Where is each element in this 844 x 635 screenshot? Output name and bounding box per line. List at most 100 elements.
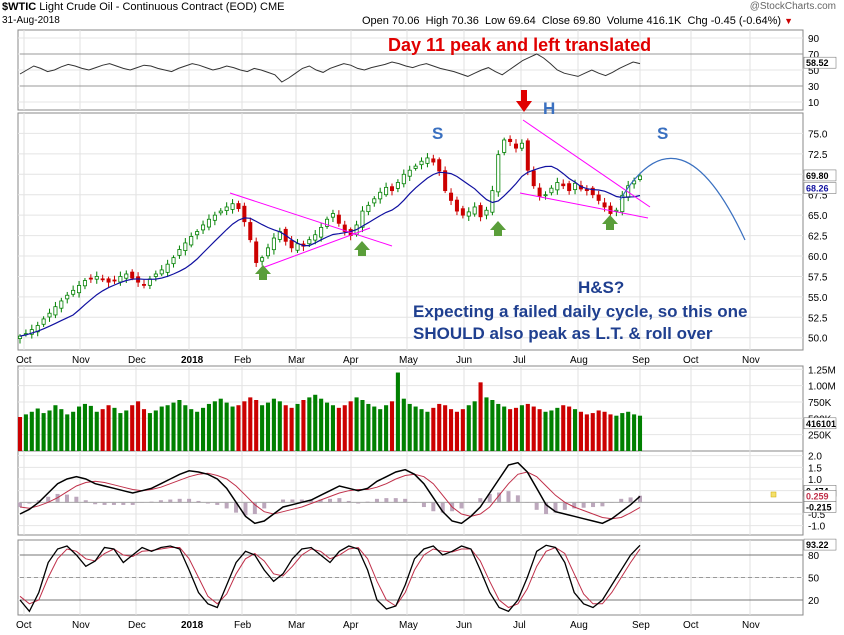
candle-body xyxy=(531,170,536,187)
y-tick-label: 57.5 xyxy=(808,272,828,283)
candle-body xyxy=(82,280,87,287)
volume-bar xyxy=(543,411,548,451)
volume-bar xyxy=(378,409,383,451)
macd-histogram-bar xyxy=(440,502,445,513)
volume-bar xyxy=(490,400,495,451)
volume-bar xyxy=(573,409,578,451)
macd-histogram-bar xyxy=(252,502,257,515)
macd-value-2: -0.215 xyxy=(806,502,832,512)
macd-histogram-bar xyxy=(459,502,464,509)
rsi-last-value-box xyxy=(803,56,837,69)
candle-body xyxy=(260,257,265,262)
y-tick-label: 65.0 xyxy=(808,211,828,222)
candle-body xyxy=(159,269,164,275)
candle-body xyxy=(248,222,253,241)
volume-bar xyxy=(596,410,601,451)
x-tick-label-top: Jul xyxy=(513,355,526,366)
volume-bar xyxy=(407,403,412,451)
exchange: CME xyxy=(260,1,285,13)
x-tick-label-bottom: Feb xyxy=(234,620,252,631)
volume-bar xyxy=(77,406,82,451)
macd-histogram-bar xyxy=(121,502,126,505)
y-tick-label: 10 xyxy=(808,98,820,109)
macd-histogram-bar xyxy=(628,497,633,503)
volume-bar xyxy=(242,401,247,451)
candle-body xyxy=(35,325,40,333)
volume-bar xyxy=(401,398,406,451)
macd-histogram-bar xyxy=(591,502,596,508)
volume-bar xyxy=(224,402,229,451)
macd-histogram-bar xyxy=(534,502,539,510)
volume-bar xyxy=(384,405,389,451)
candle-body xyxy=(313,234,318,241)
volume-bar xyxy=(484,397,489,451)
volume-bar xyxy=(472,401,477,451)
annotation-right-shoulder: S xyxy=(657,124,669,143)
candle-body xyxy=(608,205,613,214)
volume-bar xyxy=(555,407,560,451)
volume-bar xyxy=(372,406,377,451)
x-tick-label-bottom: Dec xyxy=(128,620,146,631)
volume-bar xyxy=(141,409,147,451)
volume-bar xyxy=(254,400,259,451)
volume-bar xyxy=(608,414,613,451)
watermark: @StockCharts.com xyxy=(749,1,836,12)
volume-bar xyxy=(425,411,430,451)
volume-bar xyxy=(248,397,253,451)
volume-bar xyxy=(65,414,70,451)
high-label: High xyxy=(425,15,449,27)
volume-bar xyxy=(47,410,52,451)
volume-bar xyxy=(620,413,625,451)
x-tick-label-bottom: Aug xyxy=(570,620,588,631)
macd-histogram-bar xyxy=(102,502,107,505)
x-tick-label-bottom: Jun xyxy=(456,620,472,631)
volume-bar xyxy=(230,406,235,451)
x-tick-label-bottom: Jul xyxy=(513,620,526,631)
candle-body xyxy=(153,273,158,277)
trendline xyxy=(229,192,393,247)
volume-bar xyxy=(295,403,300,451)
chg-value: -0.45 (-0.64%) xyxy=(710,15,782,27)
projection-curve xyxy=(619,157,746,241)
volume-bar xyxy=(431,407,436,451)
candle-body xyxy=(555,182,560,191)
y-tick-label: 75.0 xyxy=(808,129,828,140)
volume-bar xyxy=(330,405,335,451)
candle-body xyxy=(47,312,52,318)
candle-body xyxy=(590,187,595,196)
volume-bar xyxy=(348,401,353,451)
candle-body xyxy=(271,237,276,251)
volume-bar xyxy=(71,411,76,451)
open-value: 70.06 xyxy=(391,15,420,27)
volume-bar xyxy=(218,398,223,451)
volume-bar xyxy=(41,413,46,451)
macd-histogram-bar xyxy=(281,499,286,503)
macd-histogram-bar xyxy=(328,498,332,503)
macd-histogram-bar xyxy=(224,502,229,509)
macd-histogram-bar xyxy=(515,495,520,503)
volume-bar xyxy=(153,410,158,451)
x-tick-label-bottom: Apr xyxy=(343,620,359,631)
volume-bar xyxy=(466,405,471,451)
annotation-head: H xyxy=(543,99,556,118)
rsi-last-value: 58.52 xyxy=(806,58,829,68)
volume-bar xyxy=(88,405,93,451)
candle-body xyxy=(177,249,182,256)
candle-body xyxy=(395,182,400,189)
macd-histogram-bar xyxy=(487,493,492,503)
volume-label: Volume xyxy=(606,15,644,27)
macd-histogram-bar xyxy=(309,500,314,503)
chart-date: 31-Aug-2018 xyxy=(2,15,60,26)
candle-body xyxy=(130,271,135,279)
volume-bar xyxy=(449,409,454,451)
candle-body xyxy=(425,157,430,164)
candle-body xyxy=(466,211,471,217)
volume-bar xyxy=(307,397,312,451)
x-tick-label-top: Sep xyxy=(632,355,650,366)
macd-value-1: 0.259 xyxy=(806,491,829,501)
volume-bar xyxy=(460,409,465,451)
volume-bar xyxy=(525,403,530,451)
volume-bar xyxy=(147,413,152,451)
candle-body xyxy=(141,283,147,286)
trendline xyxy=(522,119,651,208)
